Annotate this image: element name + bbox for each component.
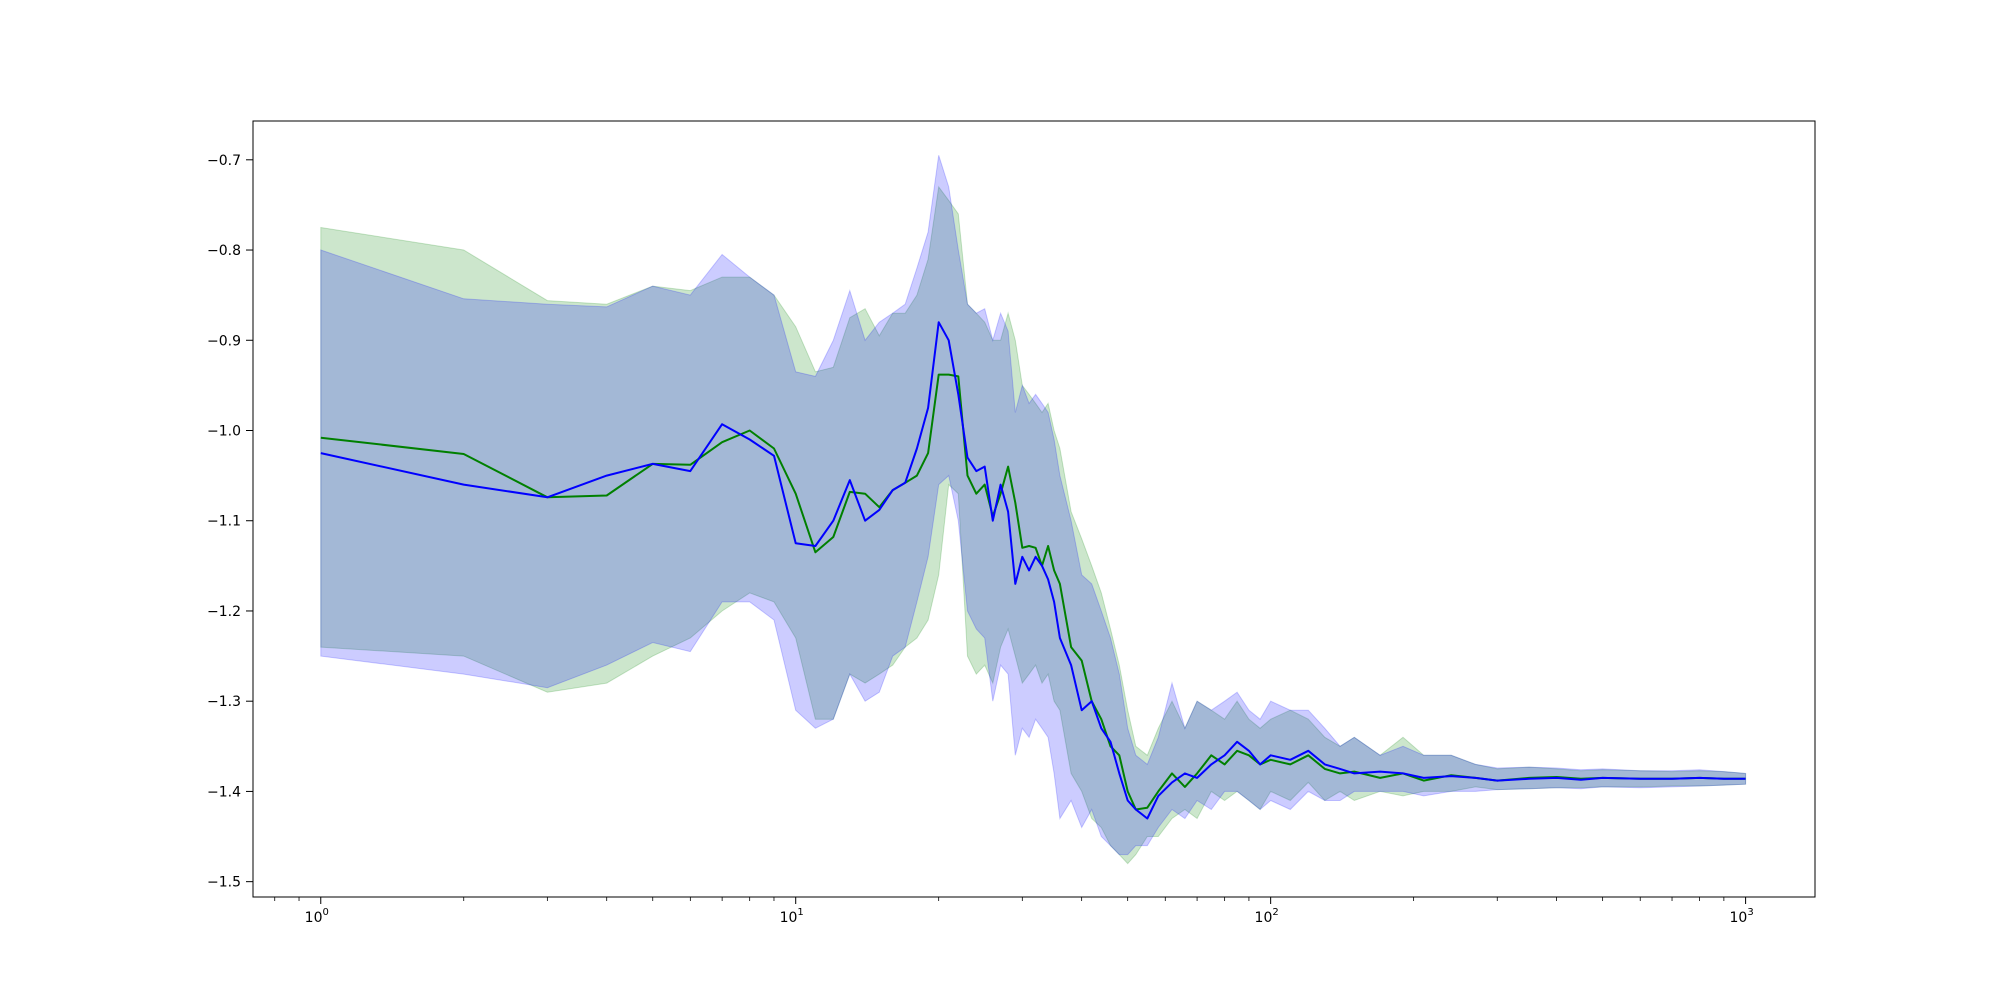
plot-frame [252,120,1816,898]
y-tick-label: −1.2 [207,604,241,620]
y-axis: −0.7 −0.8 −0.9 −1.0 −1.1 −1.2 −1.3 −1.4 −1.5 [207,153,253,891]
y-tick-label: −0.9 [207,333,241,349]
series-lines [320,321,1746,820]
y-tick-label: −1.1 [207,514,241,530]
confidence-bands [320,155,1747,865]
band-series-0 [320,185,1747,865]
y-tick-label: −1.4 [207,784,241,800]
y-tick-label: −0.7 [207,153,241,169]
y-tick-label: −1.0 [207,423,241,439]
y-tick-label: −1.3 [207,694,241,710]
y-tick-label: −1.5 [207,875,241,891]
line-series-1 [320,321,1746,820]
band-series-1 [320,155,1747,856]
y-tick-label: −0.8 [207,243,241,259]
